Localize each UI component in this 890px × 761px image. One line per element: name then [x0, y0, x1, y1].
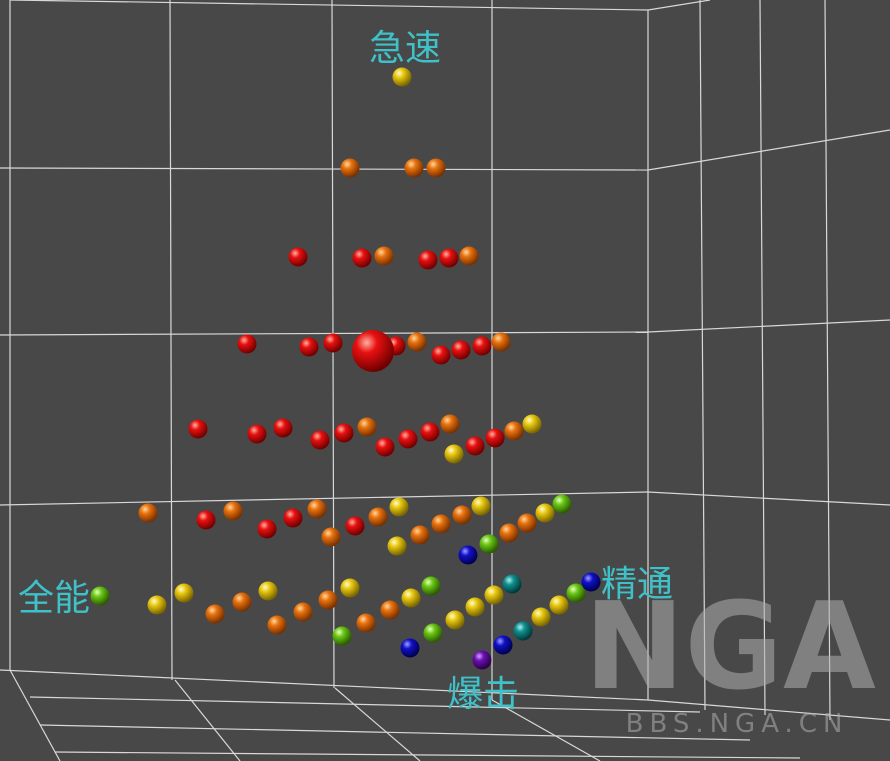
sphere — [357, 417, 377, 437]
sphere — [398, 429, 418, 449]
sphere — [485, 428, 505, 448]
sphere — [493, 635, 513, 655]
sphere — [318, 590, 338, 610]
sphere — [452, 505, 472, 525]
sphere — [223, 501, 243, 521]
sphere — [380, 600, 400, 620]
sphere — [196, 510, 216, 530]
sphere — [307, 499, 327, 519]
sphere — [288, 247, 308, 267]
axis-label: 精通 — [601, 564, 673, 605]
watermark-site: BBS.NGA.CN — [626, 709, 849, 739]
sphere — [258, 581, 278, 601]
axis-label: 爆击 — [447, 674, 519, 715]
sphere — [310, 430, 330, 450]
sphere — [267, 615, 287, 635]
sphere — [440, 414, 460, 434]
sphere — [431, 345, 451, 365]
sphere — [522, 414, 542, 434]
sphere — [392, 67, 412, 87]
sphere — [566, 583, 586, 603]
sphere — [549, 595, 569, 615]
sphere — [323, 333, 343, 353]
sphere — [407, 332, 427, 352]
sphere — [205, 604, 225, 624]
sphere — [423, 623, 443, 643]
sphere — [299, 337, 319, 357]
sphere — [352, 330, 394, 372]
sphere — [247, 424, 267, 444]
sphere — [400, 638, 420, 658]
sphere — [232, 592, 252, 612]
sphere — [465, 597, 485, 617]
sphere — [374, 246, 394, 266]
watermark-logo: NGA — [584, 578, 876, 717]
sphere — [484, 585, 504, 605]
sphere — [404, 158, 424, 178]
sphere — [479, 534, 499, 554]
sphere — [458, 545, 478, 565]
sphere — [517, 513, 537, 533]
sphere — [389, 497, 409, 517]
sphere — [472, 336, 492, 356]
sphere — [321, 527, 341, 547]
sphere — [188, 419, 208, 439]
sphere — [90, 586, 110, 606]
sphere — [459, 246, 479, 266]
sphere — [293, 602, 313, 622]
sphere — [418, 250, 438, 270]
sphere — [147, 595, 167, 615]
sphere — [368, 507, 388, 527]
sphere — [439, 248, 459, 268]
sphere — [138, 503, 158, 523]
sphere — [283, 508, 303, 528]
sphere — [352, 248, 372, 268]
sphere — [471, 496, 491, 516]
sphere — [340, 158, 360, 178]
sphere — [273, 418, 293, 438]
sphere — [535, 503, 555, 523]
sphere — [410, 525, 430, 545]
sphere — [552, 494, 572, 514]
sphere — [426, 158, 446, 178]
sphere — [340, 578, 360, 598]
axis-label: 急速 — [369, 28, 441, 69]
sphere — [504, 421, 524, 441]
sphere — [499, 523, 519, 543]
sphere — [356, 613, 376, 633]
sphere — [174, 583, 194, 603]
sphere — [420, 422, 440, 442]
spheres — [90, 67, 601, 670]
sphere — [465, 436, 485, 456]
sphere — [581, 572, 601, 592]
sphere — [431, 514, 451, 534]
sphere — [332, 626, 352, 646]
sphere — [421, 576, 441, 596]
sphere — [513, 621, 533, 641]
sphere — [444, 444, 464, 464]
sphere — [531, 607, 551, 627]
sphere — [387, 536, 407, 556]
sphere — [257, 519, 277, 539]
sphere — [401, 588, 421, 608]
sphere — [451, 340, 471, 360]
sphere — [237, 334, 257, 354]
axis-label: 全能 — [18, 578, 90, 619]
sphere — [491, 332, 511, 352]
sphere — [334, 423, 354, 443]
sphere — [345, 516, 365, 536]
sphere — [375, 437, 395, 457]
sphere — [472, 650, 492, 670]
sphere — [445, 610, 465, 630]
sphere — [502, 574, 522, 594]
